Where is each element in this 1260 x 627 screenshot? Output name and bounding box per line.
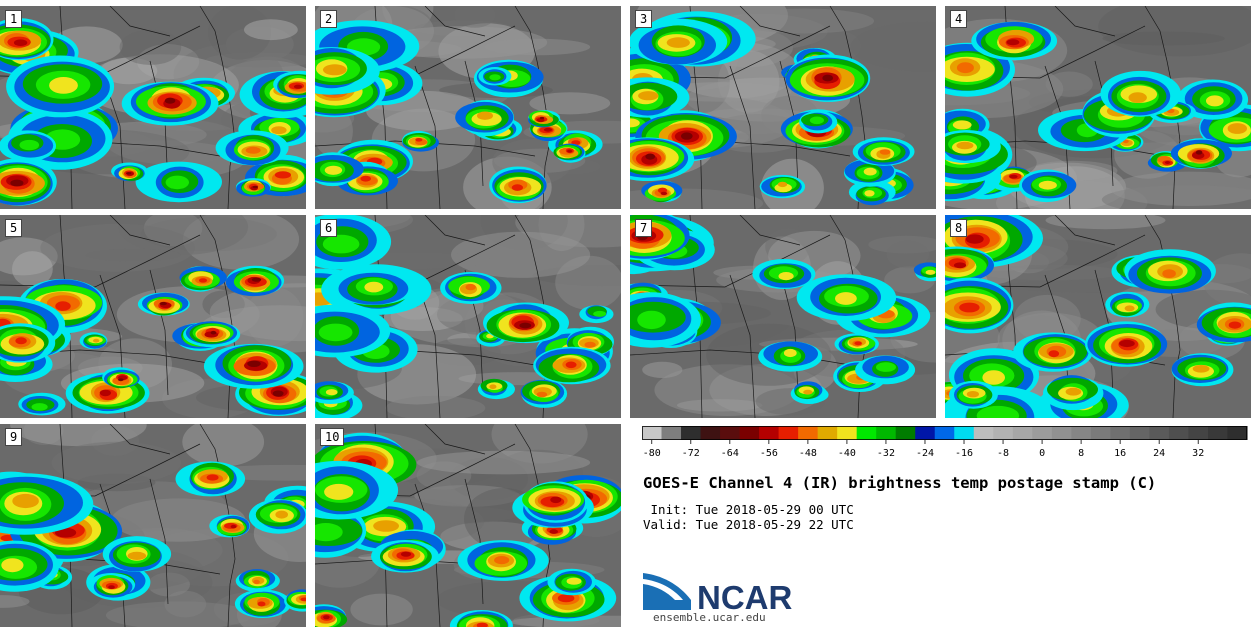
ensemble-member-panel: 8	[945, 215, 1251, 418]
colorbar-swatch	[934, 426, 955, 440]
ir-satellite-map	[945, 215, 1251, 418]
member-number: 8	[950, 219, 968, 237]
colorbar-swatch	[1090, 426, 1111, 440]
member-number: 10	[320, 428, 345, 446]
ensemble-member-panel: 6	[315, 215, 621, 418]
member-number: 7	[635, 219, 653, 237]
ensemble-member-panel: 3	[630, 6, 936, 209]
colorbar-swatch	[1051, 426, 1072, 440]
colorbar-swatch	[993, 426, 1014, 440]
colorbar-tick-label: 0	[1039, 448, 1045, 459]
ensemble-member-panel: 5	[0, 215, 306, 418]
colorbar-swatch	[661, 426, 682, 440]
member-number: 4	[950, 10, 968, 28]
ir-satellite-map	[0, 215, 306, 418]
colorbar-swatch	[700, 426, 721, 440]
member-number: 2	[320, 10, 338, 28]
colorbar-swatch	[1071, 426, 1092, 440]
colorbar-swatch	[837, 426, 858, 440]
valid-time: Valid: Tue 2018-05-29 22 UTC	[643, 517, 854, 532]
colorbar-swatch	[1129, 426, 1151, 440]
ir-satellite-map	[315, 424, 621, 627]
colorbar-swatch	[739, 426, 760, 440]
ncar-logo-text: NCAR	[697, 579, 792, 612]
colorbar-tick-label: -64	[721, 448, 739, 459]
colorbar-swatch	[642, 426, 663, 440]
colorbar-tick-label: -16	[955, 448, 973, 459]
ensemble-member-panel: 10	[315, 424, 621, 627]
colorbar-tick-label: -8	[997, 448, 1009, 459]
member-number: 1	[5, 10, 23, 28]
ensemble-member-panel: 4	[945, 6, 1251, 209]
colorbar-swatch	[720, 426, 741, 440]
colorbar-swatch	[856, 426, 877, 440]
colorbar-swatch	[1188, 426, 1209, 440]
colorbar-swatch	[954, 426, 975, 440]
colorbar-swatch	[876, 426, 897, 440]
page-title: GOES-E Channel 4 (IR) brightness temp po…	[643, 474, 1157, 492]
colorbar-tick-label: 8	[1078, 448, 1084, 459]
colorbar-swatch	[1032, 426, 1053, 440]
colorbar-swatch	[915, 426, 936, 440]
ir-satellite-map	[0, 424, 306, 627]
colorbar-swatch	[973, 426, 994, 440]
colorbar-swatch	[895, 426, 916, 440]
colorbar-tick-label: -56	[760, 448, 778, 459]
ensemble-member-panel: 9	[0, 424, 306, 627]
ir-satellite-map	[315, 215, 621, 418]
member-number: 3	[635, 10, 653, 28]
colorbar-tick-label: -32	[877, 448, 895, 459]
colorbar-swatch	[1012, 426, 1033, 440]
ensemble-member-panel: 2	[315, 6, 621, 209]
colorbar-swatch	[1227, 426, 1248, 440]
ensemble-member-panel: 7	[630, 215, 936, 418]
colorbar-tick-label: -40	[838, 448, 856, 459]
colorbar-swatch	[778, 426, 799, 440]
colorbar-swatch	[681, 426, 702, 440]
colorbar-swatch	[759, 426, 780, 440]
colorbar-swatch	[1168, 426, 1190, 440]
init-time: Init: Tue 2018-05-29 00 UTC	[643, 502, 854, 517]
ensemble-member-panel: 1	[0, 6, 306, 209]
colorbar-swatch	[798, 426, 819, 440]
colorbar-tick-label: 24	[1153, 448, 1165, 459]
ncar-logo-mark: NCAR	[643, 573, 792, 616]
colorbar-tick-label: 32	[1192, 448, 1204, 459]
ir-satellite-map	[0, 6, 306, 209]
colorbar-tick-label: -24	[916, 448, 934, 459]
colorbar-frame	[642, 426, 1247, 440]
colorbar-swatch	[1207, 426, 1229, 440]
colorbar-tick-label: -48	[799, 448, 817, 459]
colorbar-tick-label: -72	[682, 448, 700, 459]
ir-satellite-map	[630, 215, 936, 418]
ncar-logo: NCAR	[643, 570, 793, 616]
colorbar-swatch	[1149, 426, 1170, 440]
colorbar-tick-label: 16	[1114, 448, 1126, 459]
ir-satellite-map	[945, 6, 1251, 209]
colorbar: -80 -72 -64 -56 -48 -40 -32 -24 -16 -8 0 8 16 24 32	[642, 426, 1248, 459]
ir-satellite-map	[315, 6, 621, 209]
member-number: 9	[5, 428, 23, 446]
colorbar-swatch	[1110, 426, 1131, 440]
colorbar-swatch	[817, 426, 838, 440]
member-number: 5	[5, 219, 23, 237]
ir-satellite-map	[630, 6, 936, 209]
member-number: 6	[320, 219, 338, 237]
website-url: ensemble.ucar.edu	[653, 611, 766, 624]
colorbar-tick-label: -80	[643, 448, 661, 459]
